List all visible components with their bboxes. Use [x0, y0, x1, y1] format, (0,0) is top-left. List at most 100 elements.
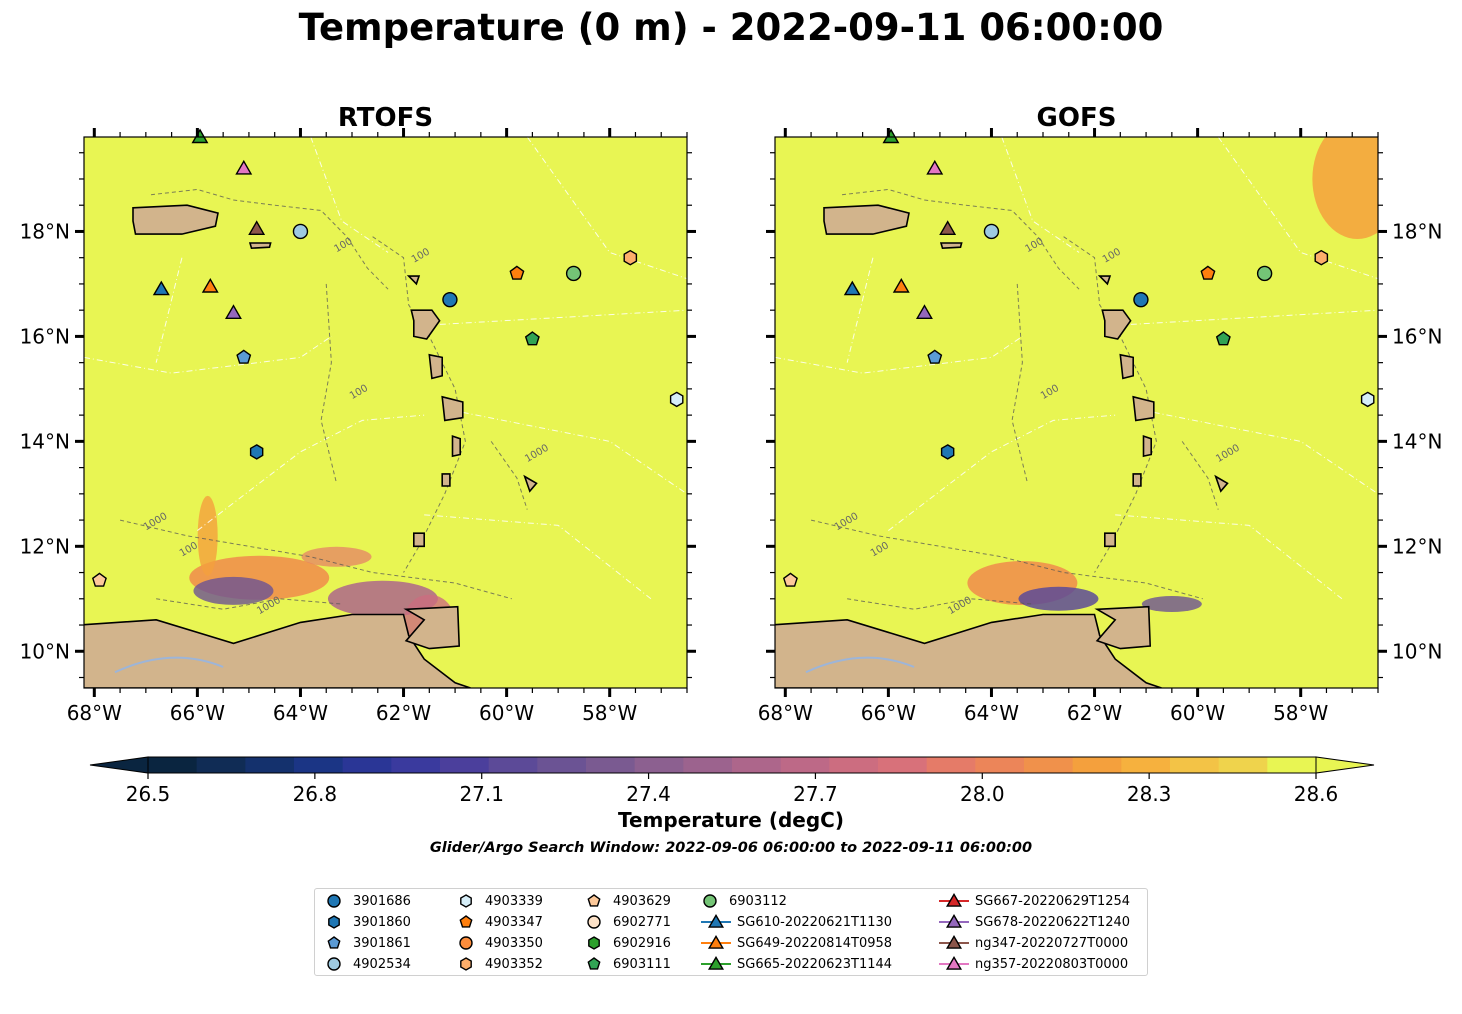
island — [132, 204, 219, 235]
colorbar-segment — [1072, 757, 1122, 773]
legend-item: ng347-20220727T0000 — [939, 933, 1128, 953]
colorbar-segment — [440, 757, 490, 773]
colorbar-tick-label: 28.0 — [960, 782, 1005, 806]
island — [248, 242, 272, 250]
legend-symbol — [459, 915, 473, 928]
obs-marker-ng357-20220803t0000 — [926, 159, 944, 175]
legend-symbol — [703, 894, 717, 908]
obs-marker-sg665-20220623t1144 — [882, 128, 900, 144]
legend-item: 6903112 — [701, 891, 787, 911]
river — [805, 656, 915, 674]
legend-item: 4903629 — [585, 891, 671, 911]
obs-marker-sg665-20220623t1144 — [191, 128, 209, 144]
lon-tick-label: 60°W — [479, 701, 534, 725]
obs-marker-4903352 — [1314, 249, 1329, 266]
obs-marker-3901861 — [927, 349, 943, 364]
legend-marker-triangle-icon — [939, 935, 969, 949]
lat-tick-label: 14°N — [20, 429, 70, 453]
legend-symbol — [459, 936, 473, 950]
obs-marker-6903112 — [1256, 265, 1273, 282]
eez-boundary — [424, 514, 652, 600]
legend-item: SG649-20220814T0958 — [701, 933, 892, 953]
legend-label: 4903350 — [485, 935, 543, 951]
bathymetry-contour — [320, 283, 338, 484]
colorbar-tick-label: 28.6 — [1294, 782, 1339, 806]
colorbar-segment — [975, 757, 1025, 773]
legend-symbol — [945, 956, 963, 970]
legend-item: 6903111 — [585, 954, 671, 974]
legend-marker-pentagon-icon — [587, 894, 601, 907]
legend-marker-circle-icon — [703, 894, 717, 908]
legend-symbol — [945, 935, 963, 949]
legend-label: SG678-20220622T1240 — [975, 914, 1131, 930]
legend-item: 6902916 — [585, 933, 671, 953]
legend-label: 6903112 — [729, 893, 787, 909]
legend-label: 4903347 — [485, 914, 543, 930]
obs-marker-3901860 — [249, 444, 264, 460]
lon-tick-label: 58°W — [1273, 701, 1328, 725]
eez-boundary — [84, 335, 332, 374]
obs-marker-ng347-20220727t0000 — [939, 220, 957, 236]
colorbar-segment — [148, 757, 198, 773]
colorbar-label: Temperature (degC) — [618, 808, 844, 832]
obs-marker-4903629 — [782, 572, 798, 587]
obs-marker-sg649-20220814t0958 — [201, 277, 219, 293]
colorbar-tick-label: 26.5 — [126, 782, 171, 806]
legend-label: 4903629 — [613, 893, 671, 909]
legend-item: 4903339 — [457, 891, 543, 911]
island — [1132, 473, 1142, 487]
warm-anomaly-shading — [1141, 596, 1202, 613]
obs-marker-3901686 — [1133, 291, 1149, 308]
lat-tick-label: 16°N — [20, 324, 70, 348]
colorbar: 26.5 26.8 27.1 27.4 27.7 28.0 28.3 28.6 — [89, 756, 1375, 806]
colorbar-tick-label: 27.1 — [459, 782, 504, 806]
island — [403, 605, 461, 650]
warm-anomaly-shading — [197, 495, 218, 576]
legend-marker-triangle-icon — [701, 956, 731, 970]
legend-label: SG649-20220814T0958 — [737, 935, 893, 951]
colorbar-tick-label: 27.4 — [626, 782, 671, 806]
island — [1094, 605, 1152, 650]
colorbar-segment — [926, 757, 976, 773]
eez-boundary — [1115, 514, 1343, 600]
lon-tick-label: 62°W — [1067, 701, 1122, 725]
colorbar-segment — [1121, 757, 1171, 773]
bathymetry-contour — [1011, 283, 1029, 484]
legend-symbol — [587, 915, 601, 929]
lon-tick-label: 68°W — [758, 701, 813, 725]
legend-label: SG667-20220629T1254 — [975, 893, 1131, 909]
island — [1104, 532, 1116, 548]
lon-tick-label: 68°W — [67, 701, 122, 725]
colorbar-segment — [1024, 757, 1074, 773]
legend-label: 4903352 — [485, 956, 543, 972]
bathymetry-contour — [372, 236, 466, 573]
colorbar-segment — [245, 757, 295, 773]
colorbar-extend-high — [1315, 756, 1375, 774]
map-frame — [774, 136, 1379, 689]
eez-boundary — [775, 335, 1023, 374]
legend-item: 3901860 — [325, 912, 411, 932]
eez-boundary — [888, 414, 1116, 531]
legend-label: ng347-20220727T0000 — [975, 935, 1129, 951]
obs-marker-sg610-20220621t1130 — [843, 280, 861, 296]
legend-label: 3901860 — [353, 914, 411, 930]
map-frame — [83, 136, 688, 689]
panel-title: GOFS — [1037, 103, 1117, 133]
obs-marker-4902534 — [983, 223, 1000, 240]
legend-marker-hexagon-icon — [460, 957, 472, 971]
colorbar-segment — [829, 757, 879, 773]
island — [413, 532, 425, 548]
island — [1101, 309, 1132, 340]
legend-symbol — [327, 894, 341, 908]
island — [823, 204, 910, 235]
island — [1097, 275, 1112, 286]
legend-label: 6902771 — [613, 914, 671, 930]
legend-marker-triangle-icon — [939, 893, 969, 907]
eez-boundary — [449, 409, 687, 495]
legend-item: 4903350 — [457, 933, 543, 953]
lat-tick-label: 18°N — [1392, 219, 1442, 243]
legend-marker-pentagon-icon — [327, 936, 341, 949]
island — [939, 242, 963, 250]
legend-label: ng357-20220803T0000 — [975, 956, 1129, 972]
